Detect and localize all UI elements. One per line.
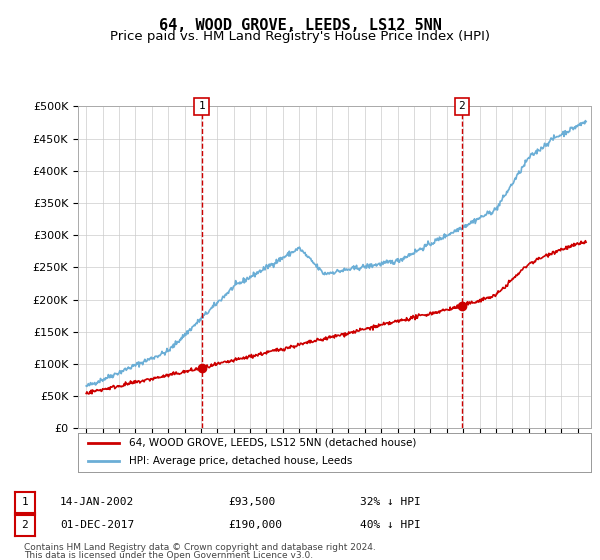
Text: Contains HM Land Registry data © Crown copyright and database right 2024.: Contains HM Land Registry data © Crown c… <box>24 543 376 552</box>
Text: 32% ↓ HPI: 32% ↓ HPI <box>360 497 421 507</box>
Text: 64, WOOD GROVE, LEEDS, LS12 5NN (detached house): 64, WOOD GROVE, LEEDS, LS12 5NN (detache… <box>130 438 416 448</box>
Text: £93,500: £93,500 <box>228 497 275 507</box>
Text: 2: 2 <box>458 101 465 111</box>
Text: 1: 1 <box>22 497 28 507</box>
Text: 14-JAN-2002: 14-JAN-2002 <box>60 497 134 507</box>
Text: £190,000: £190,000 <box>228 520 282 530</box>
Text: 01-DEC-2017: 01-DEC-2017 <box>60 520 134 530</box>
Text: 64, WOOD GROVE, LEEDS, LS12 5NN: 64, WOOD GROVE, LEEDS, LS12 5NN <box>158 18 442 33</box>
Text: 40% ↓ HPI: 40% ↓ HPI <box>360 520 421 530</box>
Text: This data is licensed under the Open Government Licence v3.0.: This data is licensed under the Open Gov… <box>24 551 313 560</box>
Text: Price paid vs. HM Land Registry's House Price Index (HPI): Price paid vs. HM Land Registry's House … <box>110 30 490 43</box>
Text: 2: 2 <box>22 520 28 530</box>
Text: 1: 1 <box>198 101 205 111</box>
Text: HPI: Average price, detached house, Leeds: HPI: Average price, detached house, Leed… <box>130 456 353 466</box>
